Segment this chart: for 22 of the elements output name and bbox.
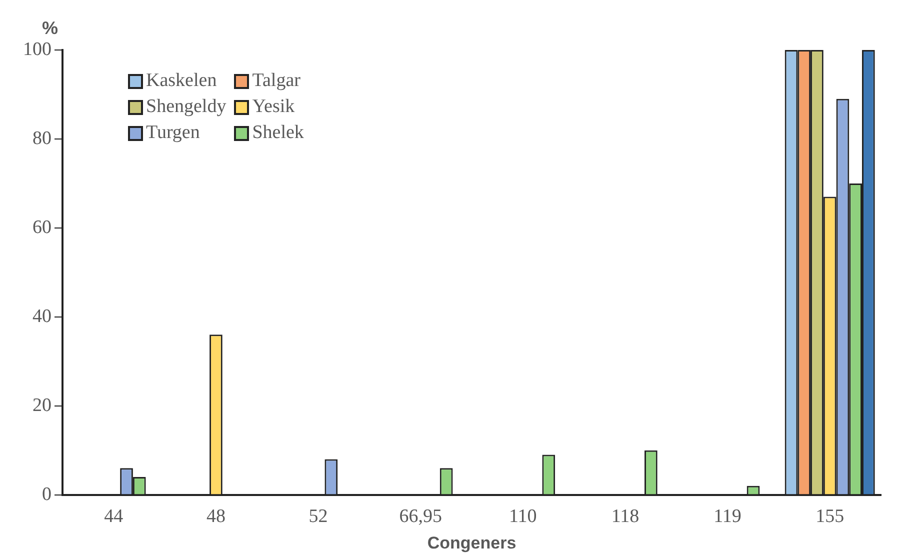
y-tick-label: 60 [32,216,52,238]
y-tick-label: 100 [23,38,52,60]
x-tick-label: 110 [509,506,537,528]
y-tick-label: 0 [42,484,52,505]
x-tick-label: 66,95 [399,506,442,528]
x-tick-label: 52 [308,506,328,528]
legend-label: Shelek [251,122,304,144]
legend-label: Kaskelen [145,70,218,92]
legend-label: Talgar [251,70,302,92]
x-tick-label: 119 [714,506,742,528]
legend-label: Yesik [251,96,296,118]
y-tick-label: 40 [32,306,52,327]
legend-label: Shengeldy [145,96,226,118]
legend-label: Turgen [145,122,201,144]
y-tick-label: 20 [32,394,52,416]
x-tick-label: 155 [816,506,844,528]
x-tick-label: 118 [611,506,640,528]
y-tick-label: 80 [32,128,52,149]
x-tick-label: 44 [104,506,124,528]
x-axis-title: Congeners [427,533,516,552]
y-axis-title: % [42,18,58,39]
x-tick-label: 48 [206,506,226,528]
